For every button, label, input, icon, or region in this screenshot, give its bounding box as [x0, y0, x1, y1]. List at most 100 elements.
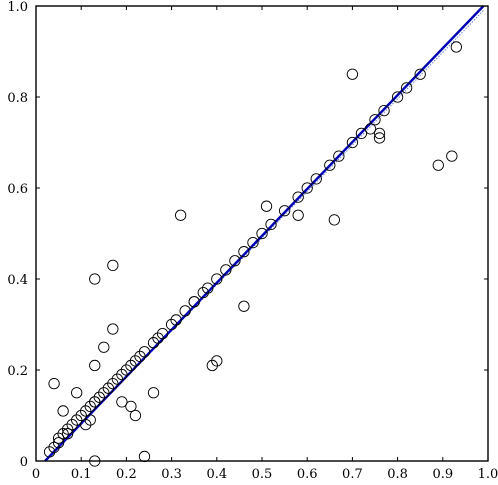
data-point: [328, 214, 340, 226]
data-point: [211, 273, 223, 285]
data-point: [89, 273, 101, 285]
data-point: [446, 150, 458, 162]
data-point: [48, 441, 60, 453]
data-point: [107, 323, 119, 335]
x-axis-tick-labels: 0 0.1 0.2 0.3 0.4 0.5 0.6 0.7 0.8 0.9 1.0: [32, 467, 498, 482]
data-point: [43, 446, 56, 458]
data-points: [43, 41, 463, 467]
data-point: [278, 205, 291, 217]
data-point: [98, 341, 110, 353]
data-point: [391, 91, 404, 103]
y-tick-label: 0.2: [7, 364, 28, 379]
data-point: [310, 173, 322, 185]
x-tick-label: 0.7: [342, 467, 363, 482]
x-tick-label: 0.3: [161, 467, 182, 482]
data-point: [129, 355, 142, 367]
x-tick-label: 0.6: [297, 467, 318, 482]
data-point: [373, 132, 386, 144]
data-point: [432, 159, 444, 171]
y-tick-label: 0.6: [7, 182, 28, 197]
data-point: [170, 314, 182, 326]
data-point: [355, 127, 368, 140]
data-point: [129, 409, 142, 422]
data-point: [107, 377, 119, 390]
data-point: [66, 418, 78, 431]
data-point: [238, 246, 250, 258]
data-point: [102, 382, 114, 394]
data-point: [52, 432, 65, 444]
data-point: [116, 396, 128, 408]
data-point: [324, 159, 336, 171]
x-tick-label: 0: [32, 467, 40, 482]
data-point: [373, 127, 386, 140]
data-point: [179, 305, 191, 317]
data-point: [301, 182, 313, 194]
data-point: [256, 227, 268, 240]
y-tick-label: 0.8: [7, 91, 28, 106]
data-point: [333, 150, 345, 162]
plot-frame: [35, 5, 489, 462]
data-point: [134, 350, 146, 362]
y-tick-label: 0: [20, 455, 28, 470]
data-point: [450, 41, 463, 53]
data-point: [238, 300, 250, 312]
x-tick-label: 0.8: [387, 467, 408, 482]
x-tick-label: 0.9: [432, 467, 453, 482]
data-point: [84, 414, 96, 426]
data-point: [57, 405, 69, 417]
data-point: [57, 428, 69, 440]
data-point: [378, 105, 390, 117]
data-point: [84, 400, 96, 413]
data-point: [369, 114, 381, 126]
data-point: [260, 200, 273, 212]
data-point: [211, 355, 223, 367]
y-axis-tick-labels: 0 0.2 0.4 0.6 0.8 1.0: [7, 0, 28, 470]
data-point: [80, 418, 92, 431]
data-point: [138, 450, 151, 463]
data-point: [138, 346, 151, 358]
data-point: [265, 218, 277, 231]
data-point: [75, 409, 87, 422]
y-tick-label: 1.0: [7, 0, 28, 15]
data-point: [414, 68, 426, 80]
data-point: [346, 68, 359, 80]
x-tick-label: 0.1: [71, 467, 92, 482]
data-point: [400, 82, 413, 94]
data-point: [61, 423, 74, 435]
data-point: [165, 318, 178, 331]
data-point: [116, 368, 128, 381]
axis-ticks: [35, 5, 489, 462]
data-point: [346, 136, 359, 149]
x-tick-label: 0.4: [206, 467, 227, 482]
data-point: [152, 332, 164, 344]
data-point: [220, 264, 232, 276]
data-point: [156, 327, 169, 340]
data-point: [197, 286, 209, 299]
data-point: [202, 282, 214, 294]
data-point: [364, 123, 377, 135]
data-point: [107, 259, 119, 271]
x-tick-label: 1.0: [478, 467, 498, 482]
data-point: [125, 359, 137, 372]
data-point: [98, 387, 110, 399]
x-tick-label: 0.2: [116, 467, 137, 482]
data-point: [89, 396, 101, 408]
data-point: [52, 437, 65, 449]
data-point: [48, 377, 60, 390]
data-point: [229, 255, 241, 267]
data-point: [147, 387, 160, 399]
data-point: [188, 296, 200, 308]
data-point: [80, 405, 92, 417]
data-point: [120, 364, 133, 376]
data-point: [111, 373, 124, 385]
data-point: [61, 428, 74, 440]
data-point: [125, 400, 137, 413]
data-point: [93, 391, 105, 403]
data-point: [247, 236, 259, 249]
data-point: [174, 209, 187, 221]
data-point: [71, 387, 83, 399]
data-point: [147, 337, 160, 349]
data-point: [89, 359, 101, 372]
data-point: [71, 414, 83, 426]
